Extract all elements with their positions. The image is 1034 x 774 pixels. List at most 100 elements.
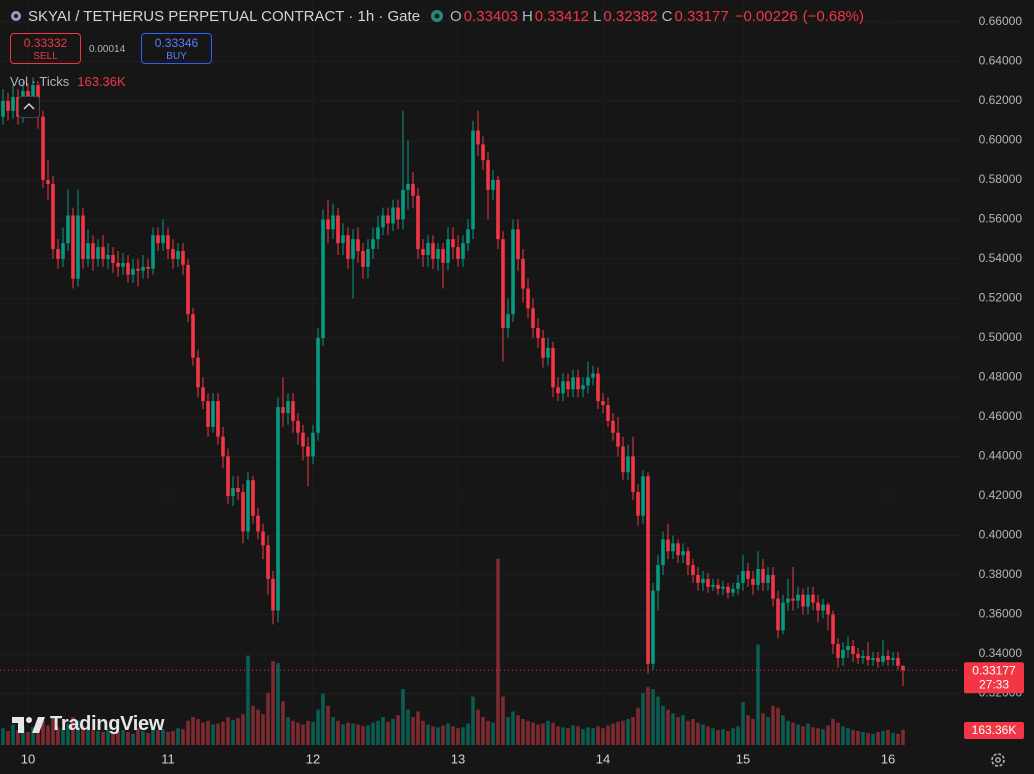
candle-body [591, 373, 595, 378]
y-tick-label: 0.52000 [979, 291, 1023, 305]
candle-body [171, 249, 175, 259]
ohlc-label: H [521, 7, 533, 25]
volume-bar [306, 720, 310, 745]
candle-body [796, 594, 800, 601]
volume-bar [826, 725, 830, 745]
collapse-button[interactable] [18, 96, 40, 118]
volume-bar [221, 721, 225, 745]
candle-body [86, 243, 90, 259]
status-dot [431, 10, 444, 22]
volume-bar [341, 724, 345, 745]
volume-bar [791, 722, 795, 745]
candle-body [461, 243, 465, 259]
volume-bar [451, 726, 455, 745]
symbol-title: SKYAI / TETHERUS PERPETUAL CONTRACT · 1h… [28, 7, 421, 25]
volume-last-box [964, 722, 1024, 739]
candle-body [476, 130, 480, 145]
volume-bar [331, 717, 335, 745]
candle-body [451, 239, 455, 248]
symbol-icon [11, 11, 21, 21]
candle-body [491, 179, 495, 190]
volume-bar [201, 722, 205, 745]
volume-bar [111, 732, 115, 745]
candle-body [506, 314, 510, 329]
candle-body [191, 314, 195, 358]
volume-bar [161, 729, 165, 745]
candle-body [61, 243, 65, 259]
sell-button[interactable]: 0.33332 SELL [10, 33, 81, 64]
candle-body [691, 565, 695, 575]
ohlc-value: 0.33403 [463, 7, 518, 25]
candle-body [206, 401, 210, 427]
candle-body [826, 604, 830, 615]
candle-body [811, 594, 815, 603]
volume-bar [811, 727, 815, 745]
volume-bar [391, 718, 395, 745]
candle-body [331, 215, 335, 230]
candle-body [541, 337, 545, 358]
candle-body [891, 657, 895, 660]
candle-body [261, 531, 265, 546]
volume-bar [561, 727, 565, 745]
y-tick-label: 0.42000 [979, 488, 1023, 502]
candle-body [236, 488, 240, 492]
volume-bar [746, 715, 750, 745]
candle-body [441, 249, 445, 263]
candle-body [521, 258, 525, 289]
candle-body [846, 646, 850, 650]
volume-bar [401, 689, 405, 745]
volume-bar [761, 713, 765, 745]
volume-bar [491, 722, 495, 745]
buy-button[interactable]: 0.33346 BUY [141, 33, 212, 64]
candle-body [556, 387, 560, 394]
candle-body [426, 243, 430, 255]
candle-body [771, 574, 775, 599]
candle-body [51, 183, 55, 250]
logo[interactable]: TradingView [12, 713, 164, 736]
candle-body [1, 100, 5, 117]
volume-bar [631, 717, 635, 745]
candle-body [211, 401, 215, 427]
volume-bar [731, 728, 735, 745]
volume-bar [426, 724, 430, 745]
settings-button[interactable] [987, 749, 1009, 771]
candle-body [456, 247, 460, 259]
candle-body [616, 432, 620, 447]
volume-bar [576, 726, 580, 745]
candle-body [576, 377, 580, 390]
volume-bar [881, 731, 885, 745]
candle-body [421, 249, 425, 255]
volume-bar [276, 663, 280, 745]
y-tick-label: 0.40000 [979, 528, 1023, 542]
volume-bar [526, 720, 530, 745]
candle-body [471, 130, 475, 230]
volume-bar [141, 731, 145, 745]
volume-bar [501, 696, 505, 745]
volume-bar [206, 720, 210, 745]
volume-bar [521, 718, 525, 745]
volume-bar [706, 726, 710, 745]
candle-body [561, 381, 565, 394]
volume-bar [156, 730, 160, 745]
volume-bar [321, 693, 325, 745]
volume-bar [766, 717, 770, 745]
candle-body [46, 179, 50, 184]
y-tick-label: 0.64000 [979, 54, 1023, 68]
candle-body [641, 476, 645, 516]
candle-body [391, 207, 395, 224]
volume-bar [466, 723, 470, 745]
ohlc-label: O [450, 7, 462, 25]
volume-last-label: 163.36K [972, 723, 1017, 737]
candle-body [216, 401, 220, 437]
volume-bar [496, 558, 500, 745]
volume-bar [871, 733, 875, 745]
volume-bar [671, 713, 675, 745]
y-tick-label: 0.46000 [979, 409, 1023, 423]
volume-bar [816, 728, 820, 745]
volume-legend: Vol · Ticks 163.36K [10, 74, 126, 89]
change-percent: (−0.68%) [802, 7, 864, 25]
volume-bar [211, 724, 215, 745]
candle-body [696, 574, 700, 583]
y-tick-label: 0.38000 [979, 567, 1023, 581]
